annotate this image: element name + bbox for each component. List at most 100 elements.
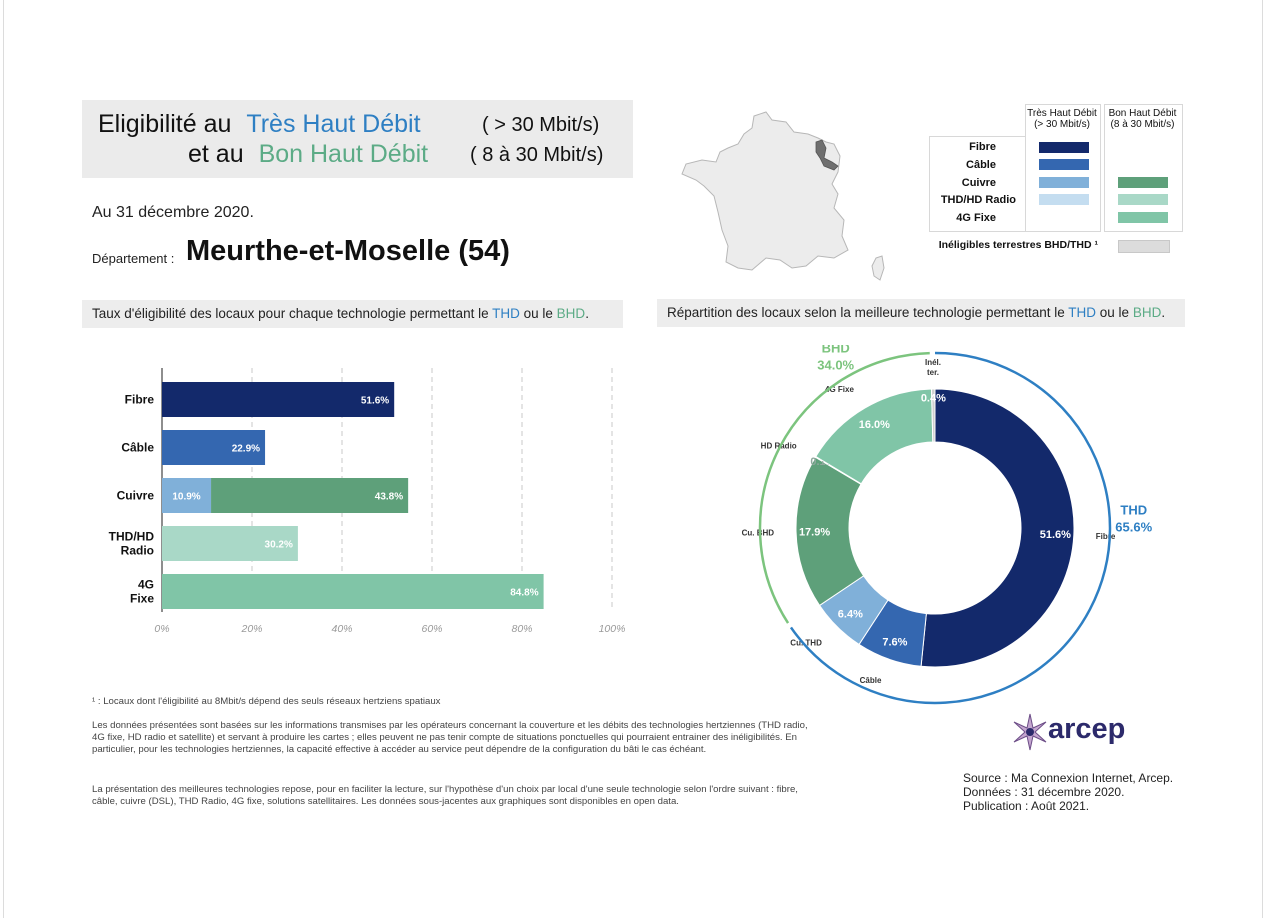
bar-value-label: 30.2% [265, 540, 293, 551]
france-mainland-shape [681, 111, 849, 271]
legend-swatch-cuivre-bhd [1118, 177, 1168, 188]
meurthe-et-moselle-shape [815, 139, 839, 171]
bar-value-label: 10.9% [172, 492, 200, 503]
arcep-logo-icon [1013, 713, 1047, 751]
slice-value-label: 17.9% [799, 526, 830, 538]
outer-ring-arc [789, 351, 1112, 705]
corsica-shape [871, 255, 885, 281]
as-of-date: Au 31 décembre 2020. [92, 204, 254, 221]
title-prefix-2: et au [188, 140, 244, 168]
legend-label-4g: 4G Fixe [956, 212, 996, 224]
bar-title-thd: THD [492, 306, 520, 321]
bar-title-suffix: . [585, 306, 589, 321]
legend-swatch-fibre-thd [1039, 142, 1089, 153]
title-range-thd: ( > 30 Mbit/s) [482, 114, 600, 136]
donut-slice [920, 388, 1075, 668]
ring-label: THD [1120, 503, 1147, 518]
bar-title-text: Taux d'éligibilité des locaux pour chaqu… [92, 306, 489, 321]
slice-name-label: 4G Fixe [825, 385, 854, 394]
legend-label-cable: Câble [966, 159, 996, 171]
publication-line: Publication : Août 2021. [963, 799, 1090, 813]
bar-value-label: 84.8% [510, 588, 538, 599]
bar [162, 478, 212, 513]
ring-label: BHD [822, 345, 850, 356]
slice-name-label: Câble [860, 676, 882, 685]
logo-core [1026, 728, 1034, 736]
arcep-logo-text: arcep [1048, 713, 1126, 745]
title-line-1: Eligibilité au Très Haut Débit [98, 110, 421, 139]
donut-title-thd: THD [1068, 305, 1096, 320]
bar-value-label: 22.9% [232, 444, 260, 455]
legend-label-ineligible: Inéligibles terrestres BHD/THD ¹ [938, 239, 1098, 251]
title-bhd: Bon Haut Débit [258, 140, 429, 168]
bar-title-bhd: BHD [556, 306, 586, 321]
legend-label-cuivre: Cuivre [961, 177, 996, 189]
footnote-para-2: La présentation des meilleures technolog… [92, 784, 798, 807]
slice-name-label: HD Radio [761, 442, 797, 451]
category-label: 4G [138, 578, 154, 592]
x-tick-label: 20% [240, 623, 262, 635]
bar-chart: 0% 20% 40% 60% 80% 100% Fibre 51.6% Câble 22.9% Cu… [109, 368, 626, 635]
x-tick-label: 40% [331, 623, 352, 635]
bar-title-or: ou le [523, 306, 553, 321]
title-prefix-1: Eligibilité au [98, 110, 232, 138]
x-tick-label: 100% [599, 623, 626, 635]
category-label: Cuivre [117, 489, 155, 503]
left-border [3, 0, 4, 918]
bar-section-title: Taux d'éligibilité des locaux pour chaqu… [82, 300, 623, 328]
category-label: THD/HD [109, 530, 155, 544]
donut-title-or: ou le [1099, 305, 1130, 320]
source-line: Source : Ma Connexion Internet, Arcep. [963, 771, 1174, 785]
x-tick-label: 60% [421, 623, 442, 635]
donut-title-text: Répartition des locaux selon la meilleur… [667, 305, 1065, 320]
legend-label-radio: THD/HD Radio [940, 194, 1016, 206]
slice-name-label: Cu. THD [790, 639, 822, 648]
legend-swatch-cable-thd [1039, 159, 1089, 170]
legend-col-thd [1025, 104, 1101, 232]
bar [211, 478, 409, 513]
title-range-bhd: ( 8 à 30 Mbit/s) [470, 144, 604, 166]
department-name: Meurthe-et-Moselle (54) [186, 235, 510, 267]
legend-bhd-header: Bon Haut Débit (8 à 30 Mbit/s) [1108, 108, 1177, 130]
bar-value-label: 43.8% [375, 492, 403, 503]
legend-thd-header: Très Haut Débit (> 30 Mbit/s) [1027, 108, 1097, 130]
right-border [1262, 0, 1263, 918]
slice-value-label: 16.0% [859, 419, 890, 431]
title-thd: Très Haut Débit [246, 110, 421, 138]
department-label: Département : [92, 251, 175, 266]
ring-value-label: 65.6% [1115, 520, 1152, 535]
x-tick-label: 80% [511, 623, 532, 635]
legend-swatch-radio-thd [1039, 194, 1089, 205]
donut-slice [930, 388, 936, 443]
france-map [681, 111, 885, 281]
bar [162, 430, 266, 465]
slice-name-label: Inél. [925, 358, 941, 367]
donut-chart: 51.6% Fibre 7.6% Câble 6.4% Cu. THD 17.9% Cu. B… [742, 345, 1153, 705]
category-label: Fixe [130, 592, 154, 606]
legend-swatch-ineligible [1118, 240, 1170, 253]
bar [162, 526, 298, 561]
slice-value-label: 0.4% [921, 393, 946, 405]
outer-ring-arc [758, 351, 930, 624]
legend-swatch-4g-bhd [1118, 212, 1168, 223]
ring-value-label: 34.0% [817, 358, 854, 373]
bar [162, 382, 395, 417]
slice-value-label: 6.4% [838, 609, 863, 621]
bar-value-label: 51.6% [361, 396, 389, 407]
legend-swatch-radio-bhd [1118, 194, 1168, 205]
x-tick-label: 0% [154, 623, 169, 635]
legend-swatch-cuivre-thd [1039, 177, 1089, 188]
legend-label-frame [929, 136, 1026, 232]
category-label: Câble [121, 441, 154, 455]
legend-label-fibre: Fibre [969, 141, 996, 153]
footnote-1: ¹ : Locaux dont l'éligibilité au 8Mbit/s… [92, 696, 441, 707]
slice-value-label: 7.6% [882, 637, 907, 649]
slice-name-label: Cu. BHD [742, 529, 775, 538]
category-label: Fibre [125, 393, 155, 407]
donut-title-suffix: . [1161, 305, 1166, 320]
slice-name-label: ter. [927, 368, 939, 377]
category-label: Radio [121, 544, 154, 558]
data-date-line: Données : 31 décembre 2020. [963, 785, 1125, 799]
donut-title-bhd: BHD [1132, 305, 1162, 320]
